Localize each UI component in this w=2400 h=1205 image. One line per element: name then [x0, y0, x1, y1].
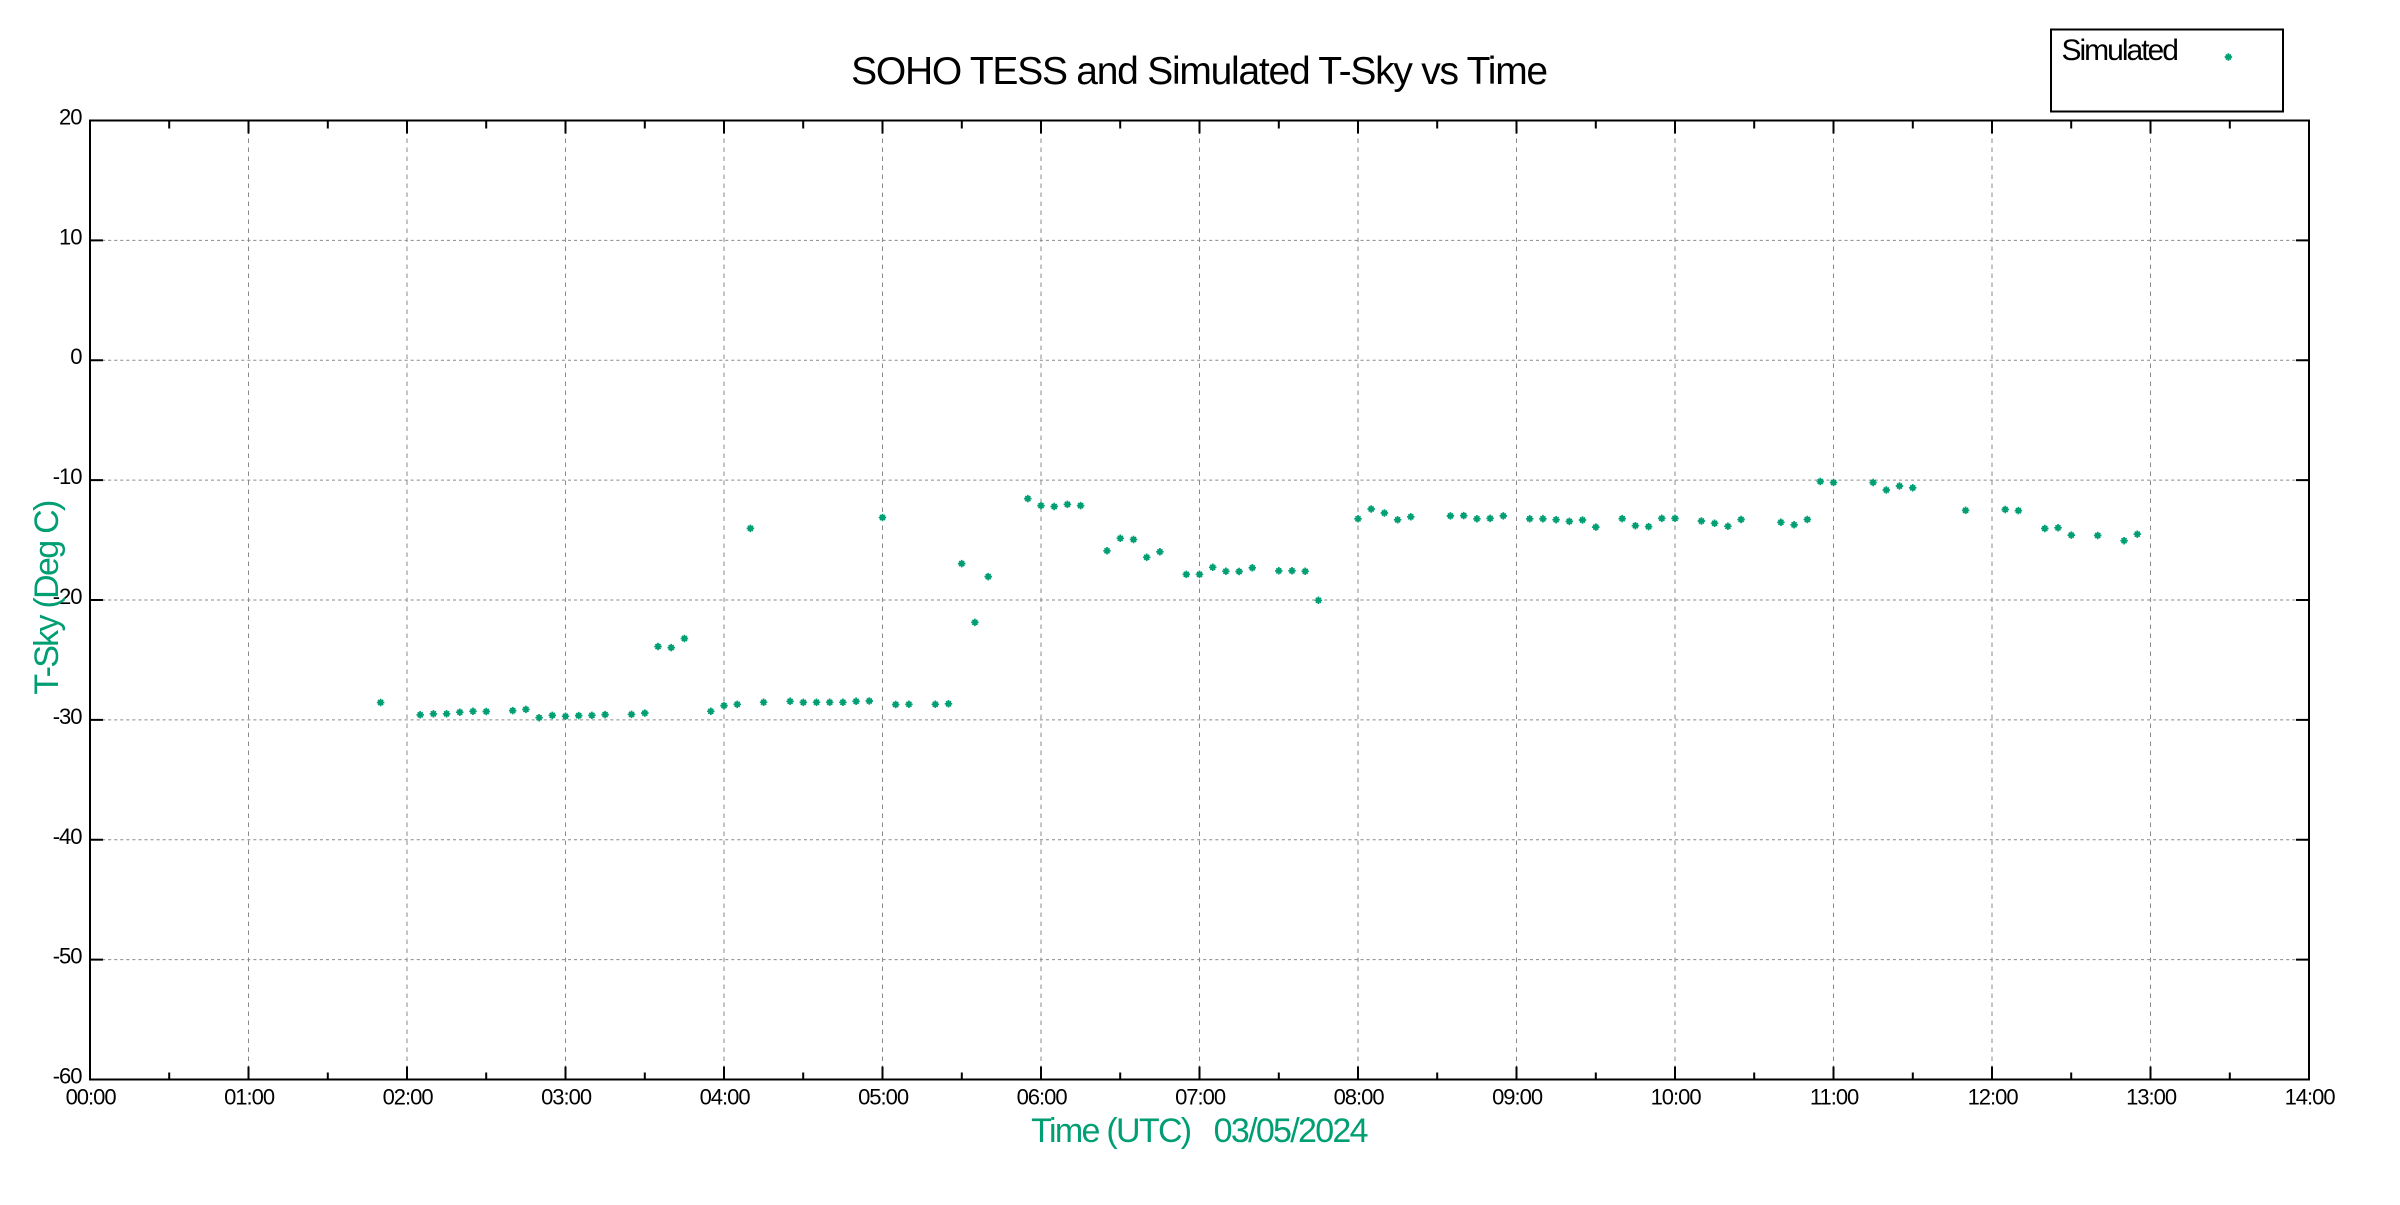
- svg-text:SOHO TESS and Simulated T-Sky: SOHO TESS and Simulated T-Sky vs Time: [851, 50, 1547, 93]
- svg-text:07:00: 07:00: [1175, 1085, 1226, 1110]
- svg-text:10: 10: [59, 224, 82, 249]
- svg-text:01:00: 01:00: [224, 1085, 275, 1110]
- svg-text:-30: -30: [53, 704, 83, 729]
- svg-text:13:00: 13:00: [2126, 1085, 2177, 1110]
- svg-text:-40: -40: [53, 824, 83, 849]
- svg-text:T-Sky (Deg C): T-Sky (Deg C): [28, 501, 66, 695]
- svg-text:05:00: 05:00: [858, 1085, 909, 1110]
- svg-text:-60: -60: [53, 1064, 83, 1089]
- svg-text:06:00: 06:00: [1017, 1085, 1068, 1110]
- svg-text:0: 0: [70, 344, 82, 369]
- svg-text:00:00: 00:00: [66, 1085, 117, 1110]
- svg-text:09:00: 09:00: [1492, 1085, 1543, 1110]
- svg-text:-10: -10: [53, 464, 83, 489]
- svg-text:04:00: 04:00: [700, 1085, 751, 1110]
- svg-text:Simulated: Simulated: [2062, 34, 2178, 67]
- svg-text:-20: -20: [53, 584, 83, 609]
- svg-text:-50: -50: [53, 944, 83, 969]
- svg-text:12:00: 12:00: [1968, 1085, 2019, 1110]
- svg-text:08:00: 08:00: [1334, 1085, 1385, 1110]
- svg-text:10:00: 10:00: [1651, 1085, 1702, 1110]
- svg-text:Time (UTC) 03/05/2024: Time (UTC) 03/05/2024: [1031, 1112, 1367, 1150]
- svg-text:11:00: 11:00: [1810, 1085, 1859, 1110]
- svg-text:03:00: 03:00: [541, 1085, 592, 1110]
- svg-text:14:00: 14:00: [2285, 1085, 2336, 1110]
- svg-text:20: 20: [59, 105, 82, 130]
- svg-text:02:00: 02:00: [383, 1085, 434, 1110]
